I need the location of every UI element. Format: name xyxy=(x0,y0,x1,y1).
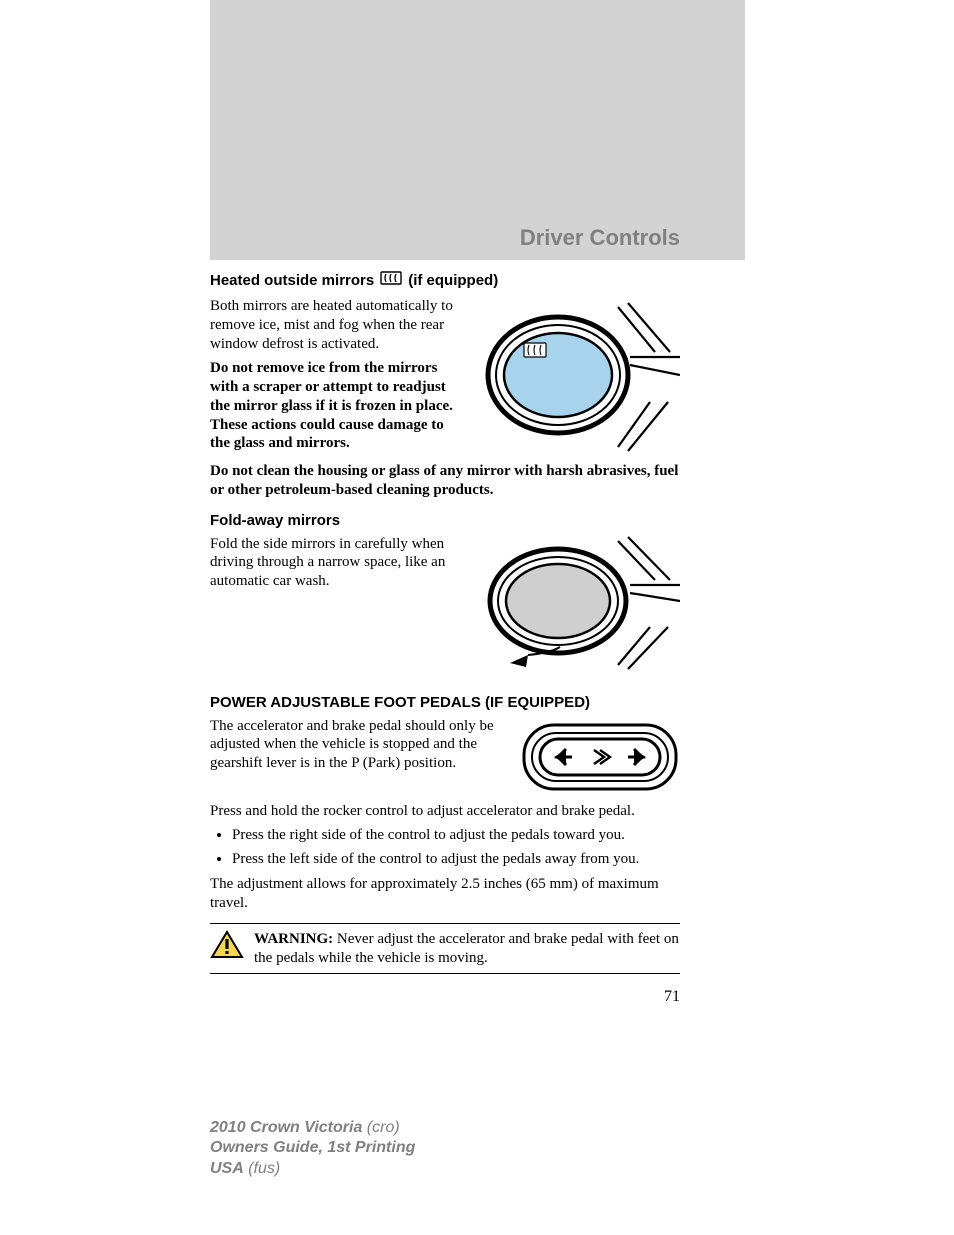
figure-rocker-control xyxy=(520,717,680,802)
footer-line1: 2010 Crown Victoria (cro) xyxy=(210,1118,415,1139)
heading-heated-mirrors: Heated outside mirrors (if equipped) xyxy=(210,269,680,291)
bullet-1: Press the right side of the control to a… xyxy=(232,826,680,846)
heading-fold-away-text: Fold-away mirrors xyxy=(210,512,340,529)
section1-row: Both mirrors are heated automatically to… xyxy=(210,297,680,462)
section1-warn2: Do not clean the housing or glass of any… xyxy=(210,462,680,500)
heading-text-suffix: (if equipped) xyxy=(408,272,498,289)
section2-text-col: Fold the side mirrors in carefully when … xyxy=(210,535,466,597)
page: Driver Controls Heated outside mirrors (… xyxy=(0,0,954,1235)
footer-line1-rest: (cro) xyxy=(362,1119,399,1136)
footer-line3-bold: USA xyxy=(210,1160,244,1177)
chapter-title: Driver Controls xyxy=(210,225,680,251)
warning-triangle-icon xyxy=(210,930,244,965)
content-area: Driver Controls Heated outside mirrors (… xyxy=(210,225,680,1006)
heading-text-prefix: Heated outside mirrors xyxy=(210,272,374,289)
footer-line2: Owners Guide, 1st Printing xyxy=(210,1138,415,1159)
section2-row: Fold the side mirrors in carefully when … xyxy=(210,535,680,680)
figure-fold-mirror xyxy=(480,535,680,680)
section1-para1: Both mirrors are heated automatically to… xyxy=(210,297,466,353)
footer-line3: USA (fus) xyxy=(210,1159,415,1180)
figure-heated-mirror xyxy=(480,297,680,462)
section3-row: The accelerator and brake pedal should o… xyxy=(210,717,680,802)
heading-foot-pedals: POWER ADJUSTABLE FOOT PEDALS (IF EQUIPPE… xyxy=(210,694,680,711)
footer-line1-bold: 2010 Crown Victoria xyxy=(210,1119,362,1136)
footer: 2010 Crown Victoria (cro) Owners Guide, … xyxy=(210,1118,415,1180)
bullet-2: Press the left side of the control to ad… xyxy=(232,850,680,870)
warning-box: WARNING: Never adjust the accelerator an… xyxy=(210,923,680,975)
heading-fold-away: Fold-away mirrors xyxy=(210,512,680,529)
warning-text: WARNING: Never adjust the accelerator an… xyxy=(254,930,680,968)
warning-label: WARNING: xyxy=(254,931,333,947)
header-gray-band xyxy=(210,0,745,260)
section3-para2: Press and hold the rocker control to adj… xyxy=(210,802,680,821)
section3-para3: The adjustment allows for approximately … xyxy=(210,875,680,913)
defrost-icon xyxy=(380,269,402,291)
section3-para1: The accelerator and brake pedal should o… xyxy=(210,717,506,773)
section3-bullets: Press the right side of the control to a… xyxy=(210,826,680,869)
section1-text-col: Both mirrors are heated automatically to… xyxy=(210,297,466,459)
section3-text-col: The accelerator and brake pedal should o… xyxy=(210,717,506,779)
footer-line3-rest: (fus) xyxy=(244,1160,280,1177)
page-number: 71 xyxy=(210,988,680,1006)
section2-para: Fold the side mirrors in carefully when … xyxy=(210,535,466,591)
section1-warn1: Do not remove ice from the mirrors with … xyxy=(210,359,466,453)
